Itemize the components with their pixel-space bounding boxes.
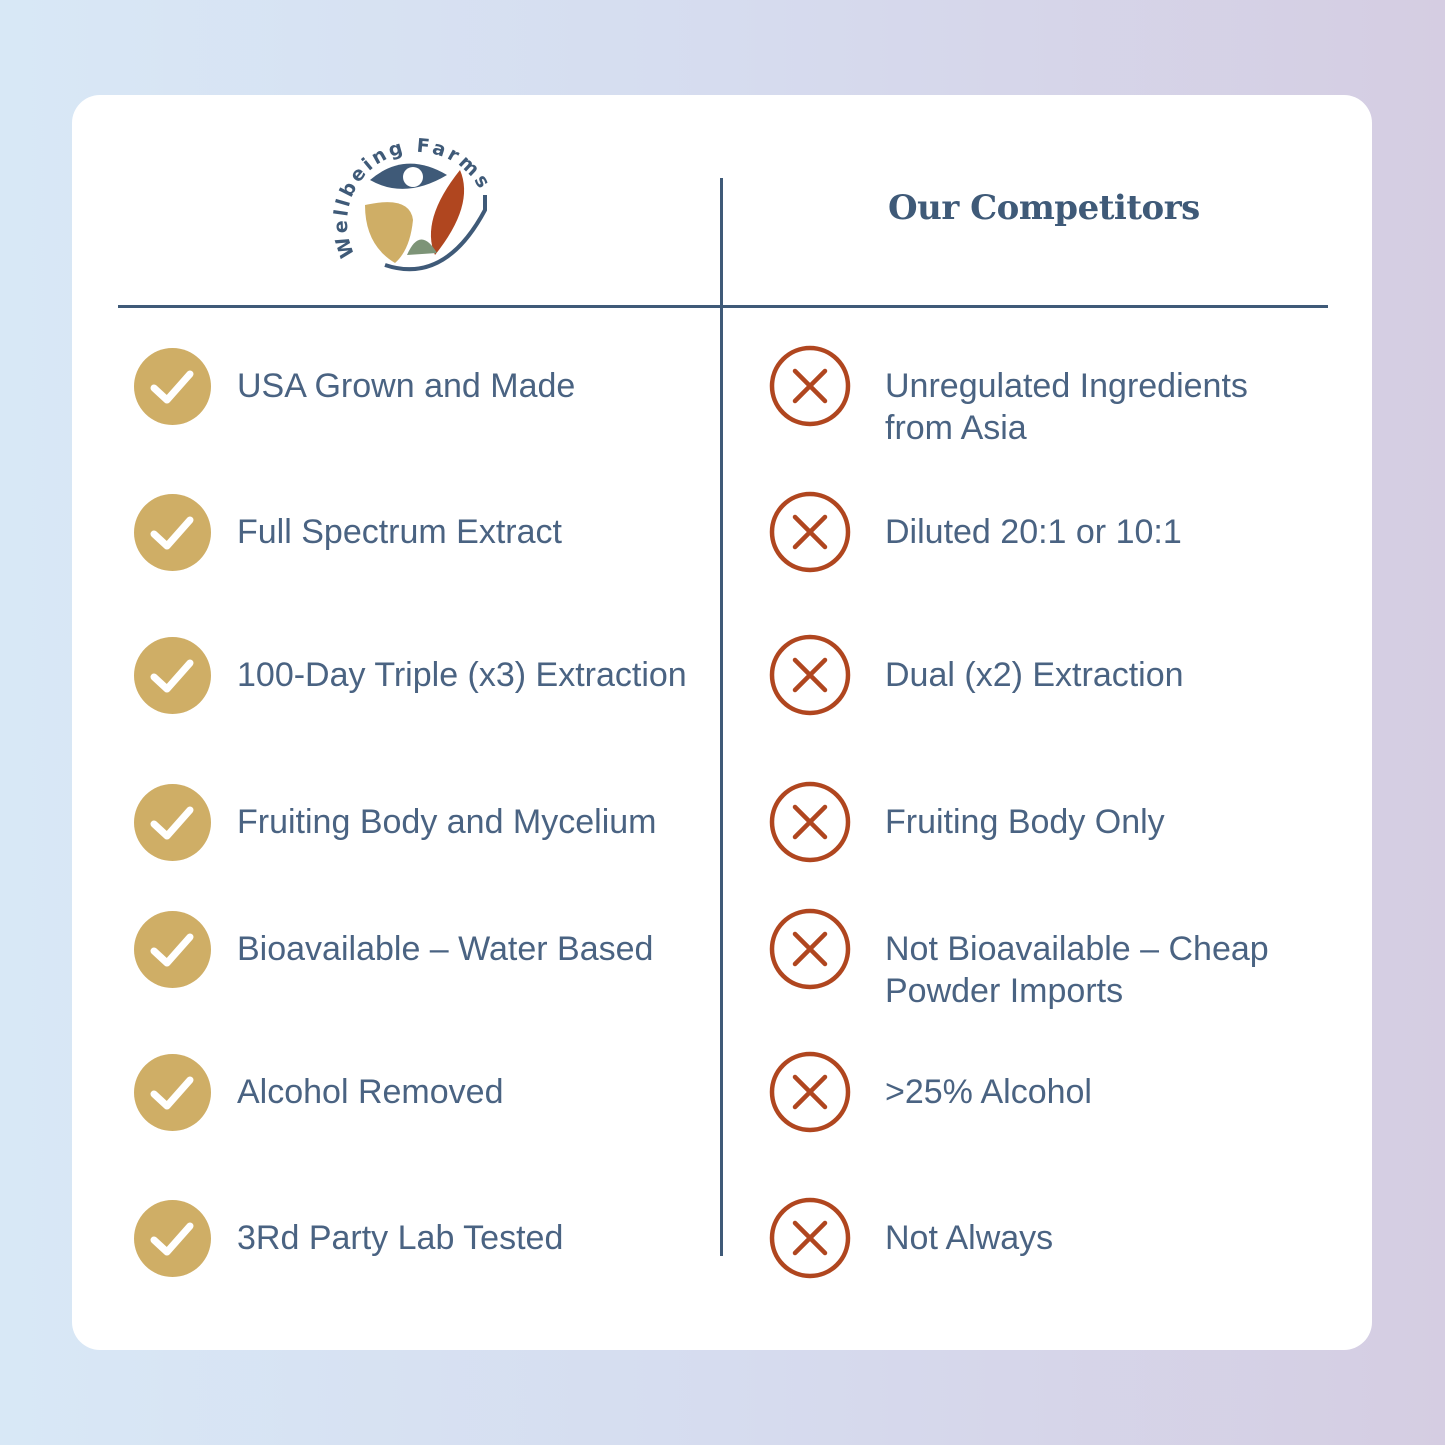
competitor-feature: Fruiting Body Only bbox=[885, 803, 1165, 841]
header-divider bbox=[118, 305, 1328, 308]
competitor-feature: Diluted 20:1 or 10:1 bbox=[885, 513, 1182, 551]
our-feature: Bioavailable – Water Based bbox=[237, 930, 654, 968]
our-feature: 3Rd Party Lab Tested bbox=[237, 1219, 564, 1257]
check-icon bbox=[134, 637, 211, 714]
cross-icon bbox=[769, 1197, 851, 1279]
check-icon bbox=[134, 348, 211, 425]
competitor-feature: Unregulated Ingredients from Asia bbox=[885, 367, 1248, 447]
cross-icon bbox=[769, 634, 851, 716]
wellbeing-farms-logo: Wellbeing Farms bbox=[330, 135, 496, 272]
cross-icon bbox=[769, 908, 851, 990]
our-feature: USA Grown and Made bbox=[237, 367, 576, 405]
competitor-feature: Dual (x2) Extraction bbox=[885, 656, 1184, 694]
competitors-title: Our Competitors bbox=[888, 188, 1200, 228]
cross-icon bbox=[769, 491, 851, 573]
our-feature: Alcohol Removed bbox=[237, 1073, 504, 1111]
cross-icon bbox=[769, 345, 851, 427]
svg-text:Wellbeing Farms: Wellbeing Farms bbox=[330, 135, 496, 261]
cross-icon bbox=[769, 781, 851, 863]
check-icon bbox=[134, 911, 211, 988]
competitor-feature: Not Always bbox=[885, 1219, 1054, 1257]
our-feature: 100-Day Triple (x3) Extraction bbox=[237, 656, 687, 694]
cross-icon bbox=[769, 1051, 851, 1133]
our-feature: Full Spectrum Extract bbox=[237, 513, 562, 551]
check-icon bbox=[134, 494, 211, 571]
check-icon bbox=[134, 1200, 211, 1277]
competitor-feature: Not Bioavailable – Cheap Powder Imports bbox=[885, 930, 1269, 1010]
check-icon bbox=[134, 1054, 211, 1131]
column-divider bbox=[720, 178, 723, 1256]
our-feature: Fruiting Body and Mycelium bbox=[237, 803, 657, 841]
competitor-feature: >25% Alcohol bbox=[885, 1073, 1092, 1111]
check-icon bbox=[134, 784, 211, 861]
